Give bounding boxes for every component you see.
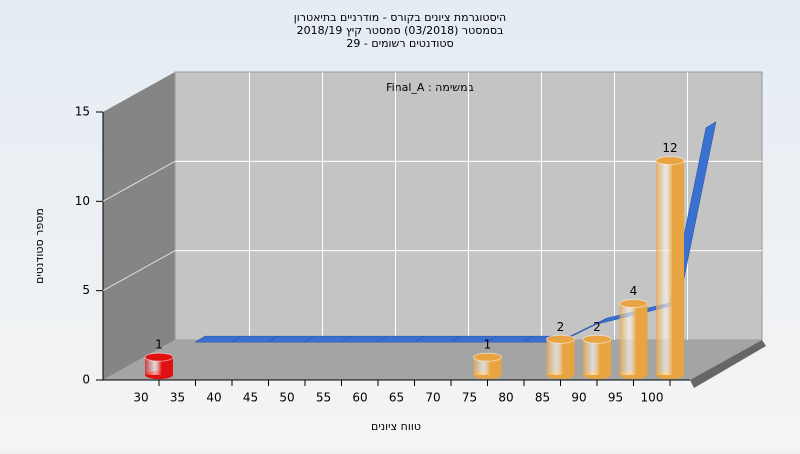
x-tick-label: 55 <box>316 391 331 405</box>
left-wall <box>103 72 175 380</box>
x-tick-label: 45 <box>243 391 258 405</box>
x-tick-label: 70 <box>425 391 440 405</box>
bar <box>656 160 684 375</box>
grid-line <box>102 160 176 202</box>
x-tick-label: 95 <box>608 391 623 405</box>
x-tick-label: 40 <box>206 391 221 405</box>
bar-top <box>473 352 502 362</box>
bar <box>145 357 173 375</box>
bar <box>473 357 502 375</box>
grid-line <box>102 250 176 292</box>
y-axis-label: מספר סטודנטים <box>33 208 46 284</box>
floor-edge <box>690 340 766 388</box>
bar-top <box>546 334 575 344</box>
y-tick-label: 0 <box>82 373 90 387</box>
y-tick-label: 15 <box>75 105 90 119</box>
annotation: במשימה : Final_A <box>386 81 474 94</box>
x-tick-label: 65 <box>389 391 404 405</box>
bar-top <box>655 156 685 166</box>
bar-top <box>619 299 648 309</box>
x-tick-label: 35 <box>170 391 185 405</box>
x-tick-label: 60 <box>352 391 367 405</box>
x-tick-label: 90 <box>571 391 586 405</box>
bar <box>619 303 648 375</box>
title-line: בסמסטר (03/2018) סמסטר קיץ 2018/19 <box>297 24 504 37</box>
bar <box>546 339 575 375</box>
x-tick-label: 85 <box>535 391 550 405</box>
x-axis-label: טווח ציונים <box>371 420 421 433</box>
bar-top <box>582 334 612 344</box>
data-label: 12 <box>662 141 677 155</box>
x-tick-label: 30 <box>133 391 148 405</box>
x-tick-label: 75 <box>462 391 477 405</box>
x-tick-label: 100 <box>641 391 664 405</box>
title-line: היסטוגרמת ציונים בקורס - מודרניים בתיאטר… <box>294 11 507 24</box>
data-label: 1 <box>484 338 492 352</box>
data-label: 4 <box>630 284 638 298</box>
bar-top <box>144 352 174 362</box>
x-tick-label: 50 <box>279 391 294 405</box>
x-tick-label: 80 <box>498 391 513 405</box>
data-label: 2 <box>557 320 565 334</box>
y-tick-label: 5 <box>82 283 90 297</box>
title-line: סטודנטים רשומים - 29 <box>346 37 453 50</box>
bar <box>583 339 611 375</box>
y-tick-label: 10 <box>75 194 90 208</box>
data-label: 1 <box>155 338 163 352</box>
data-label: 2 <box>593 320 601 334</box>
